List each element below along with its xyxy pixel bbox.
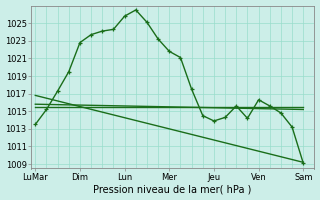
X-axis label: Pression niveau de la mer( hPa ): Pression niveau de la mer( hPa )	[93, 184, 252, 194]
